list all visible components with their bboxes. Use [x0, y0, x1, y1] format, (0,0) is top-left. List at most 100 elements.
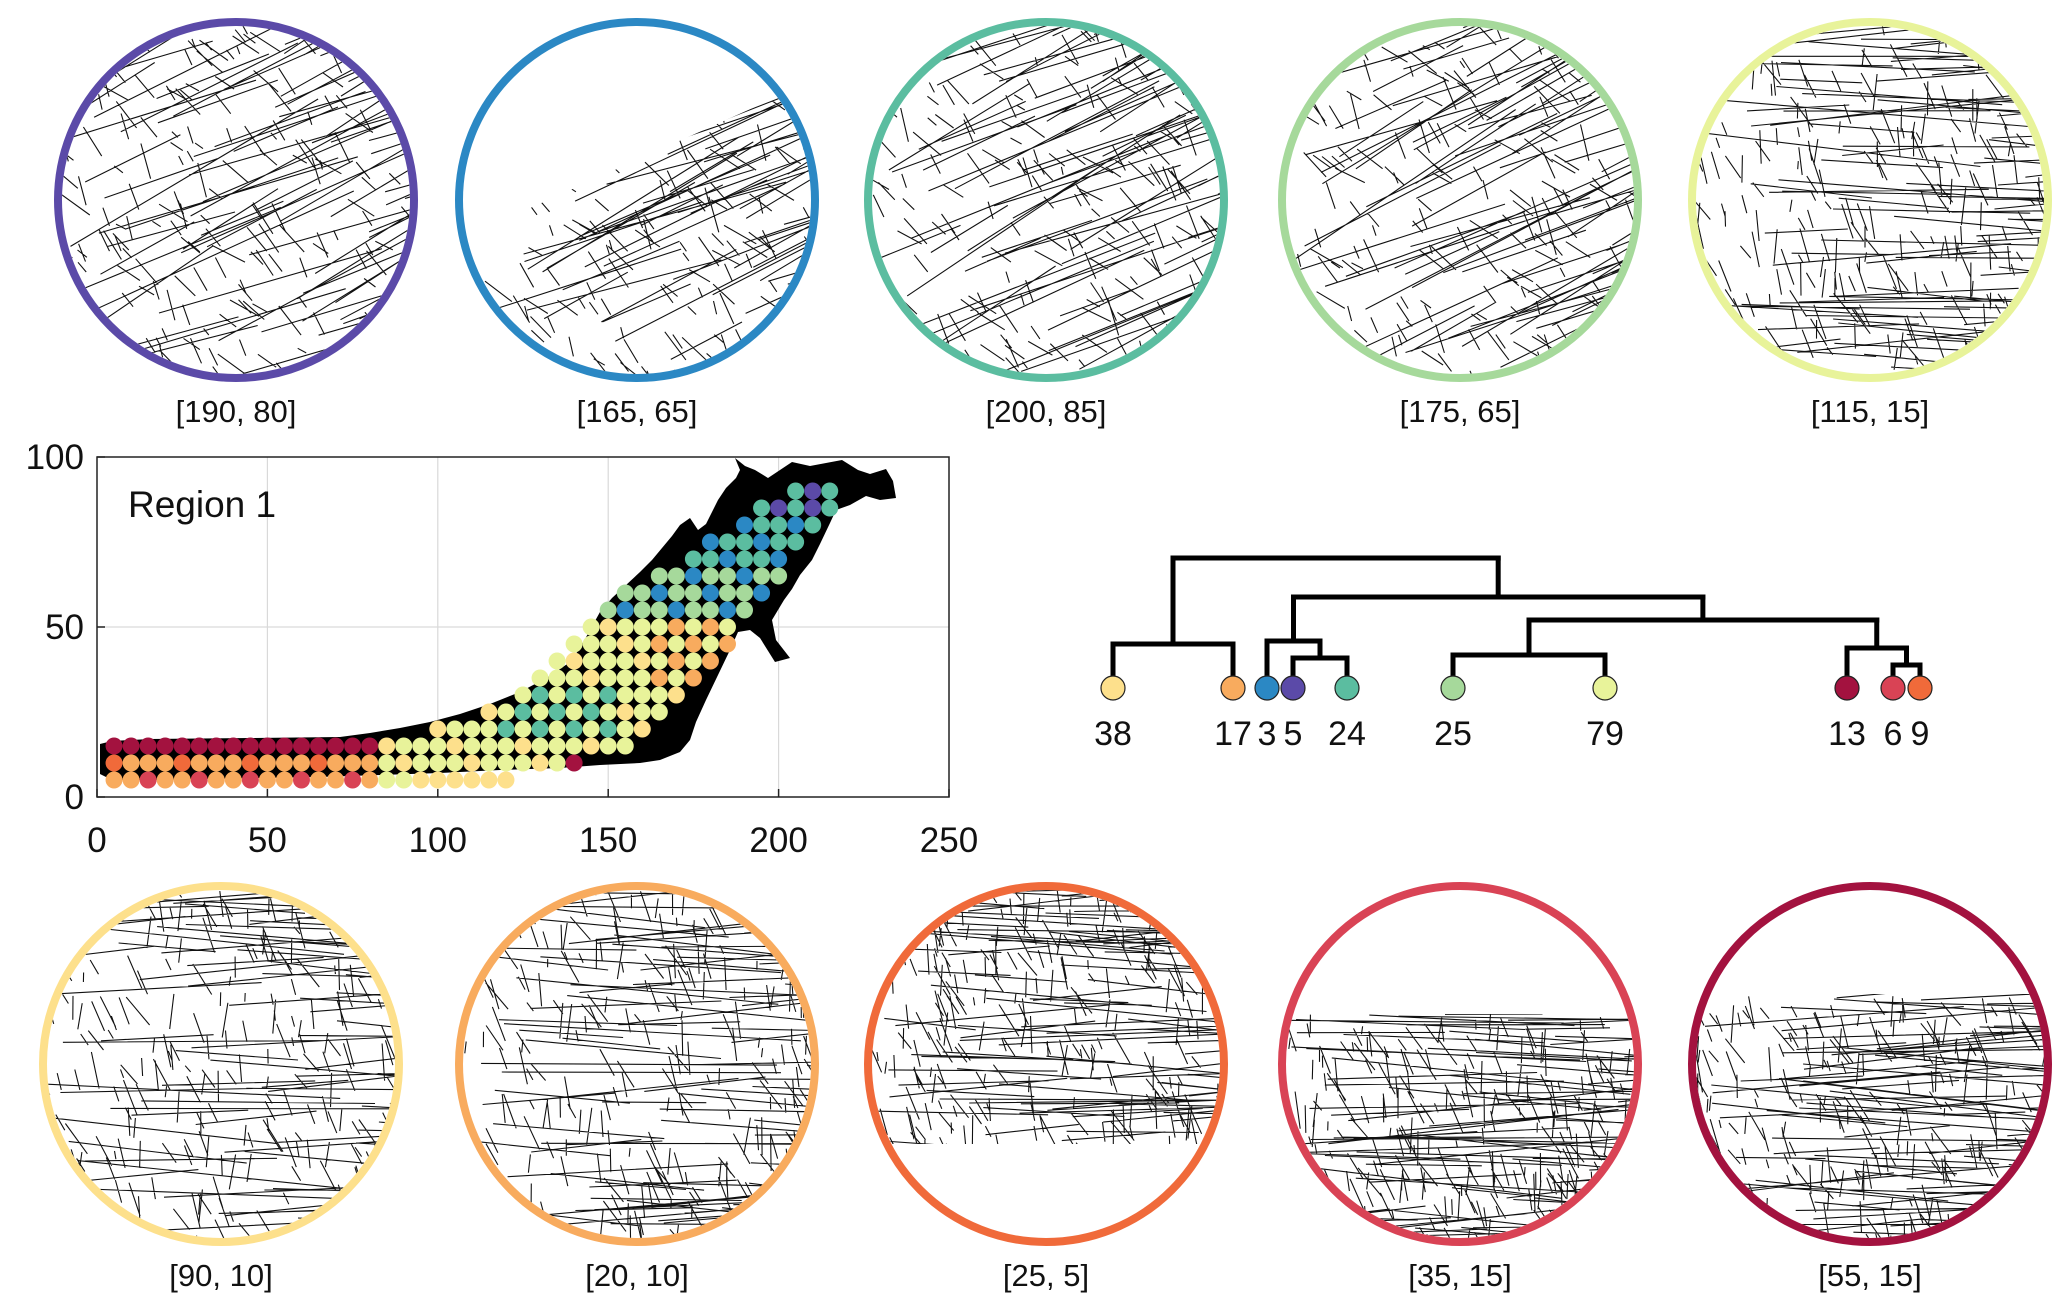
cluster-dot — [548, 754, 566, 772]
cluster-dot — [344, 754, 362, 772]
cluster-dot — [548, 652, 566, 670]
cluster-dot — [650, 703, 668, 721]
cluster-dot — [753, 499, 771, 517]
cluster-dot — [122, 754, 140, 772]
dendrogram-leaves: 38 17 3 5 24 25 79 13 6 9 — [1094, 675, 1933, 753]
cluster-dot — [446, 737, 464, 755]
sample-label-bottom-1: [90, 10] — [169, 1258, 272, 1293]
cluster-dot — [105, 754, 123, 772]
cluster-dot — [344, 737, 362, 755]
sample-ring — [455, 18, 819, 382]
dendrogram-leaf-marker — [1440, 675, 1466, 701]
cluster-dot — [105, 771, 123, 789]
cluster-dot — [667, 686, 685, 704]
cluster-dot — [736, 533, 754, 551]
cluster-dot — [684, 584, 702, 602]
cluster-dot — [770, 516, 788, 534]
cluster-dot — [531, 703, 549, 721]
cluster-dot — [378, 737, 396, 755]
sample-label-bottom-5: [55, 15] — [1818, 1258, 1921, 1293]
sample-ring — [864, 882, 1228, 1246]
dendrogram: 38 17 3 5 24 25 79 13 6 9 — [1094, 555, 1933, 753]
cluster-dot — [275, 754, 293, 772]
cluster-dot — [787, 499, 805, 517]
cluster-dot — [514, 686, 532, 704]
sample-label-top-5: [115, 15] — [1811, 394, 1929, 429]
cluster-dots — [105, 482, 839, 789]
cluster-dot — [275, 771, 293, 789]
cluster-dot — [667, 669, 685, 687]
x-tick-label: 250 — [920, 821, 978, 860]
cluster-dot — [480, 771, 498, 789]
cluster-dot — [821, 482, 839, 500]
cluster-dot — [599, 737, 617, 755]
cluster-dot — [395, 754, 413, 772]
dendrogram-leaf-marker — [1254, 675, 1280, 701]
sample-circle-bottom-4 — [1278, 882, 1642, 1246]
cluster-dot — [224, 737, 242, 755]
cluster-dot — [173, 771, 191, 789]
cluster-dot — [616, 669, 634, 687]
cluster-dot — [718, 550, 736, 568]
region-map-chart: Region 1 0 50 100 150 200 250 0 50 100 — [26, 438, 979, 860]
cluster-dot — [787, 482, 805, 500]
chart-title: Region 1 — [128, 484, 276, 525]
cluster-dot — [599, 635, 617, 653]
cluster-dot — [770, 567, 788, 585]
cluster-dot — [173, 737, 191, 755]
cluster-dot — [310, 754, 328, 772]
top-sample-row: [190, 80] [165, 65] [200, 85] [175, 65] … — [54, 18, 2052, 429]
cluster-dot — [684, 550, 702, 568]
cluster-dot — [599, 618, 617, 636]
cluster-dot — [258, 771, 276, 789]
cluster-dot — [667, 584, 685, 602]
dendrogram-leaf-marker — [1220, 675, 1246, 701]
sample-circle-top-1 — [54, 18, 418, 382]
cluster-dot — [565, 669, 583, 687]
cluster-dot — [684, 567, 702, 585]
cluster-dot — [667, 652, 685, 670]
cluster-dot — [770, 550, 788, 568]
sample-label-bottom-3: [25, 5] — [1003, 1258, 1089, 1293]
sample-circle-bottom-1 — [39, 882, 403, 1246]
cluster-dot — [582, 737, 600, 755]
sample-circle-top-2 — [455, 18, 819, 382]
cluster-dot — [753, 516, 771, 534]
cluster-dot — [480, 720, 498, 738]
cluster-dot — [582, 720, 600, 738]
cluster-dot — [667, 635, 685, 653]
x-tick-label: 150 — [579, 821, 637, 860]
cluster-dot — [310, 737, 328, 755]
cluster-dot — [718, 584, 736, 602]
cluster-dot — [753, 584, 771, 602]
cluster-dot — [292, 771, 310, 789]
fracture-network — [47, 890, 395, 1238]
cluster-dot — [616, 584, 634, 602]
cluster-dot — [616, 703, 634, 721]
cluster-dot — [514, 720, 532, 738]
cluster-dot — [736, 516, 754, 534]
cluster-dot — [633, 584, 651, 602]
cluster-dot — [770, 499, 788, 517]
cluster-dot — [548, 703, 566, 721]
cluster-dot — [190, 737, 208, 755]
dendrogram-leaf-marker — [1280, 675, 1306, 701]
cluster-dot — [753, 533, 771, 551]
fracture-network — [62, 26, 410, 374]
dendrogram-leaf-label: 13 — [1828, 715, 1866, 753]
cluster-dot — [565, 703, 583, 721]
cluster-dot — [633, 686, 651, 704]
cluster-dot — [753, 550, 771, 568]
cluster-dot — [446, 720, 464, 738]
cluster-dot — [650, 686, 668, 704]
cluster-dot — [241, 737, 259, 755]
cluster-dot — [258, 754, 276, 772]
cluster-dot — [616, 618, 634, 636]
y-tick-label: 100 — [26, 438, 84, 477]
sample-circle-top-4 — [1278, 18, 1642, 382]
cluster-dot — [701, 601, 719, 619]
cluster-dot — [616, 652, 634, 670]
cluster-dot — [480, 703, 498, 721]
cluster-dot — [548, 737, 566, 755]
